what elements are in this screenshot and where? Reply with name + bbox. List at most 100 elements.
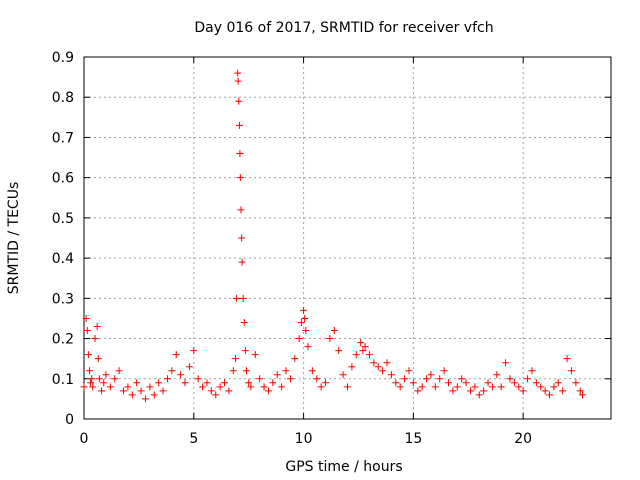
data-point: [240, 318, 248, 326]
data-point: [401, 375, 409, 383]
data-point: [335, 347, 343, 355]
data-point: [199, 383, 207, 391]
data-point: [578, 391, 586, 399]
data-point: [365, 351, 373, 359]
data-point: [563, 355, 571, 363]
data-point: [242, 367, 250, 375]
y-tick-label: 0.7: [52, 130, 74, 146]
data-point: [497, 383, 505, 391]
data-point: [359, 347, 367, 355]
data-point: [572, 379, 580, 387]
data-point: [297, 318, 305, 326]
y-tick-label: 0.1: [52, 372, 74, 388]
data-point: [396, 383, 404, 391]
data-point: [234, 69, 242, 77]
data-point: [431, 383, 439, 391]
data-point: [141, 395, 149, 403]
data-point: [445, 379, 453, 387]
data-point: [502, 359, 510, 367]
data-point: [150, 391, 158, 399]
data-point: [427, 371, 435, 379]
data-point: [295, 335, 303, 343]
data-point: [541, 387, 549, 395]
data-point: [528, 367, 536, 375]
data-point: [291, 355, 299, 363]
data-point: [466, 387, 474, 395]
data-point: [237, 206, 245, 214]
data-point: [239, 294, 247, 302]
x-tick-label: 5: [189, 431, 198, 447]
data-point: [532, 379, 540, 387]
data-point: [238, 258, 246, 266]
data-point: [301, 314, 309, 322]
data-point: [106, 383, 114, 391]
data-point: [576, 387, 584, 395]
data-point: [405, 367, 413, 375]
data-point: [82, 314, 90, 322]
data-point: [236, 174, 244, 182]
data-point: [241, 347, 249, 355]
data-point: [453, 383, 461, 391]
data-point: [308, 367, 316, 375]
data-point: [302, 327, 310, 335]
data-point: [163, 375, 171, 383]
data-point: [493, 371, 501, 379]
data-point: [159, 387, 167, 395]
data-point: [87, 379, 95, 387]
data-point: [185, 363, 193, 371]
data-point: [203, 379, 211, 387]
data-point: [317, 383, 325, 391]
data-point: [85, 367, 93, 375]
data-point: [233, 294, 241, 302]
data-point: [235, 121, 243, 129]
data-point: [269, 379, 277, 387]
y-tick-label: 0.5: [52, 211, 74, 227]
data-point: [235, 97, 243, 105]
data-point: [524, 375, 532, 383]
data-point: [212, 391, 220, 399]
data-point: [286, 375, 294, 383]
data-point: [124, 383, 132, 391]
data-point: [94, 355, 102, 363]
data-point: [89, 383, 97, 391]
data-point: [440, 367, 448, 375]
data-point: [128, 391, 136, 399]
x-tick-label: 10: [295, 431, 313, 447]
y-tick-label: 0.6: [52, 171, 74, 187]
data-point: [374, 363, 382, 371]
data-point: [326, 335, 334, 343]
chart-title: Day 016 of 2017, SRMTID for receiver vfc…: [194, 20, 493, 36]
plot-frame: [83, 56, 612, 420]
y-axis-label: SRMTID / TECUs: [6, 182, 22, 295]
data-point: [273, 371, 281, 379]
y-tick-label: 0.2: [52, 332, 74, 348]
data-point: [344, 383, 351, 391]
data-point: [546, 391, 554, 399]
data-point: [484, 379, 492, 387]
data-point: [146, 383, 154, 391]
data-point: [247, 383, 255, 391]
data-point: [221, 379, 229, 387]
data-point: [111, 375, 119, 383]
data-point: [322, 379, 330, 387]
data-point: [392, 379, 400, 387]
data-point: [88, 375, 96, 383]
data-point: [352, 351, 360, 359]
data-point: [83, 327, 91, 335]
data-point: [471, 383, 479, 391]
data-point: [155, 379, 163, 387]
data-point: [567, 367, 575, 375]
data-point: [436, 375, 444, 383]
x-tick-label: 0: [80, 431, 89, 447]
data-point: [554, 379, 562, 387]
data-point: [98, 387, 106, 395]
data-point: [120, 387, 128, 395]
data-point: [181, 379, 189, 387]
data-point: [519, 387, 527, 395]
data-point: [387, 371, 395, 379]
x-tick-label: 20: [514, 431, 532, 447]
grid: [84, 57, 611, 419]
data-point: [207, 387, 215, 395]
